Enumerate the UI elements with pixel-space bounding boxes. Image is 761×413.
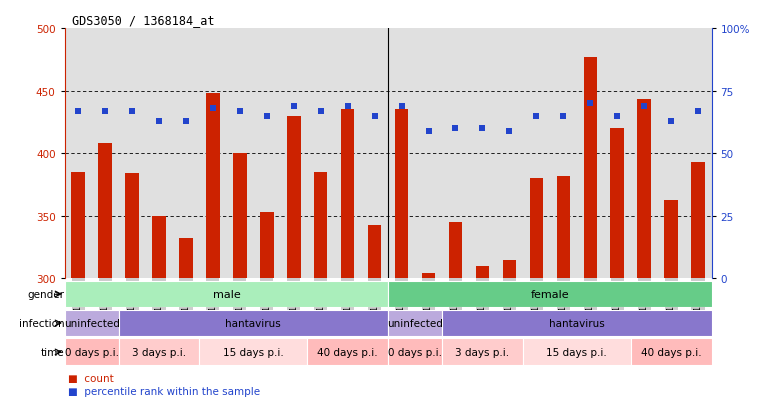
Text: 3 days p.i.: 3 days p.i. (455, 347, 510, 357)
Text: 3 days p.i.: 3 days p.i. (132, 347, 186, 357)
Bar (395, 110, 409, 279)
Text: male: male (212, 289, 240, 299)
Bar (584, 58, 597, 279)
Bar (65, 310, 119, 337)
Text: 0 days p.i.: 0 days p.i. (388, 347, 442, 357)
Bar (503, 260, 516, 279)
Text: ■  count: ■ count (68, 373, 114, 383)
Bar (126, 174, 139, 279)
Bar (341, 110, 355, 279)
Bar (691, 163, 705, 279)
Text: 15 days p.i.: 15 days p.i. (223, 347, 284, 357)
Text: 40 days p.i.: 40 days p.i. (317, 347, 378, 357)
Bar (523, 339, 631, 366)
Bar (206, 94, 220, 279)
Bar (72, 173, 85, 279)
Bar (119, 310, 388, 337)
Bar (664, 200, 678, 279)
Text: 40 days p.i.: 40 days p.i. (641, 347, 702, 357)
Bar (307, 339, 388, 366)
Bar (65, 281, 388, 308)
Text: female: female (530, 289, 569, 299)
Text: infection: infection (19, 318, 65, 328)
Bar (556, 176, 570, 279)
Text: 15 days p.i.: 15 days p.i. (546, 347, 607, 357)
Bar (388, 310, 442, 337)
Bar (152, 216, 166, 279)
Bar (260, 213, 273, 279)
Bar (65, 339, 119, 366)
Text: uninfected: uninfected (387, 318, 443, 328)
Bar (610, 129, 624, 279)
Bar (388, 281, 712, 308)
Bar (388, 339, 442, 366)
Bar (98, 144, 112, 279)
Text: time: time (41, 347, 65, 357)
Bar (233, 154, 247, 279)
Bar (631, 339, 712, 366)
Bar (449, 223, 462, 279)
Bar (199, 339, 307, 366)
Bar (180, 239, 193, 279)
Bar (287, 116, 301, 279)
Text: hantavirus: hantavirus (225, 318, 282, 328)
Bar (476, 266, 489, 279)
Bar (314, 173, 327, 279)
Text: 0 days p.i.: 0 days p.i. (65, 347, 119, 357)
Bar (442, 339, 523, 366)
Text: GDS3050 / 1368184_at: GDS3050 / 1368184_at (72, 14, 215, 27)
Bar (368, 225, 381, 279)
Bar (422, 274, 435, 279)
Text: hantavirus: hantavirus (549, 318, 605, 328)
Bar (119, 339, 199, 366)
Bar (442, 310, 712, 337)
Bar (530, 179, 543, 279)
Text: ■  percentile rank within the sample: ■ percentile rank within the sample (68, 386, 260, 396)
Text: gender: gender (27, 289, 65, 299)
Text: uninfected: uninfected (64, 318, 119, 328)
Bar (638, 100, 651, 279)
